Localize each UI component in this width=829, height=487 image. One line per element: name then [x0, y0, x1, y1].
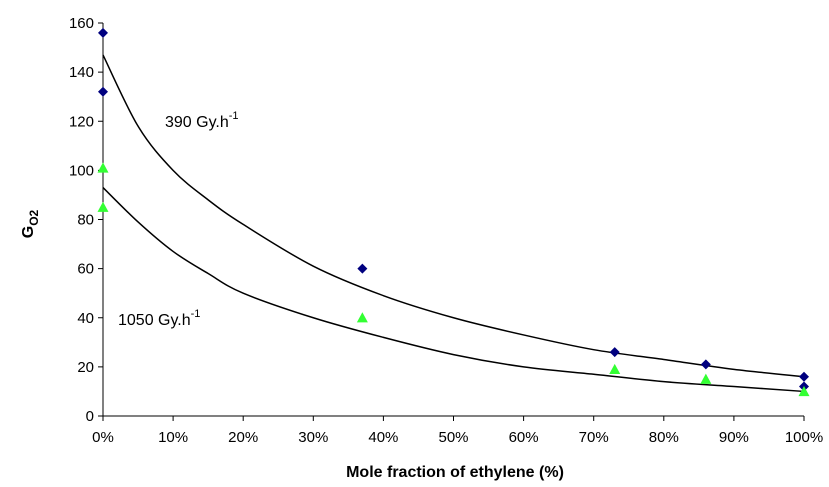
y-tick-label: 80 — [77, 212, 94, 229]
diamond-marker — [98, 27, 108, 38]
y-tick-label: 60 — [77, 261, 94, 278]
y-axis-label: GO2 — [20, 209, 41, 238]
diamond-marker — [700, 359, 711, 370]
triangle-marker — [700, 373, 712, 384]
series-annotation-1050: 1050 Gy.h-1 — [118, 308, 200, 329]
y-tick-label: 0 — [86, 408, 94, 425]
y-tick-label: 120 — [69, 113, 94, 130]
x-tick-label: 10% — [158, 429, 188, 446]
x-ticks: 0% 10% 20% 30% 40% 50% 60% 70% 80% 90% 100% — [92, 416, 823, 446]
fit-curve-0 — [102, 54, 805, 378]
diamond-marker — [609, 347, 620, 358]
x-tick-label: 20% — [228, 429, 258, 446]
axes — [102, 23, 804, 417]
y-ticks: 0 20 40 60 80 100 120 140 160 — [69, 15, 103, 425]
series-annotation-390: 390 Gy.h-1 — [165, 110, 239, 131]
y-tick-label: 20 — [77, 359, 94, 376]
x-tick-label: 100% — [785, 429, 823, 446]
y-tick-label: 160 — [69, 15, 94, 32]
triangle-marker — [356, 312, 368, 323]
x-axis-label: Mole fraction of ethylene (%) — [346, 464, 564, 481]
x-tick-label: 50% — [438, 429, 468, 446]
y-tick-label: 40 — [77, 310, 94, 327]
x-tick-label: 0% — [92, 429, 114, 446]
triangle-marker — [798, 385, 810, 397]
x-tick-label: 90% — [719, 429, 749, 446]
x-tick-label: 60% — [509, 429, 539, 446]
data-markers — [97, 27, 810, 397]
fit-curve-1 — [102, 187, 805, 393]
x-tick-label: 30% — [298, 429, 328, 446]
triangle-marker — [97, 201, 109, 212]
x-tick-label: 70% — [579, 429, 609, 446]
triangle-marker — [97, 162, 109, 173]
diamond-marker — [98, 86, 108, 97]
triangle-marker — [609, 363, 621, 375]
diamond-marker — [357, 263, 368, 274]
fit-curves — [102, 54, 805, 393]
x-tick-label: 40% — [368, 429, 398, 446]
y-tick-label: 140 — [69, 64, 94, 81]
diamond-marker — [799, 371, 809, 382]
x-tick-label: 80% — [649, 429, 679, 446]
y-tick-label: 100 — [69, 162, 94, 179]
